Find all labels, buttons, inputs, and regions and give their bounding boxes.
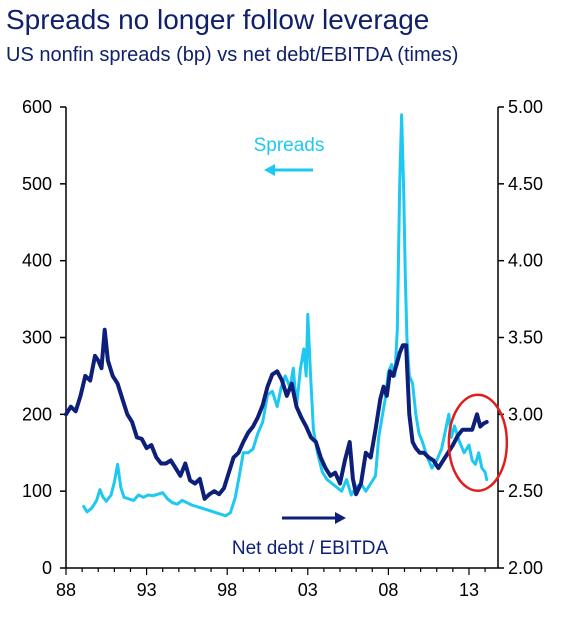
x-tick-label: 13 <box>459 580 479 600</box>
net-debt-label: Net debt / EBITDA <box>232 538 389 559</box>
x-tick-label: 98 <box>217 580 237 600</box>
spreads-label: Spreads <box>254 135 325 156</box>
highlight-circle <box>447 393 509 493</box>
right-tick-label: 2.50 <box>508 481 543 501</box>
left-tick-label: 600 <box>22 97 52 117</box>
spreads-arrow-head <box>264 164 275 176</box>
left-tick-label: 300 <box>22 328 52 348</box>
tick-labels: 0 100 200 300 400 500 600 2.00 2.50 3.00 3.50 4.00 4… <box>22 97 543 600</box>
series-lines <box>64 113 489 518</box>
x-tick-label: 93 <box>137 580 157 600</box>
chart-title: Spreads no longer follow leverage <box>6 4 430 35</box>
tick-marks <box>60 106 504 575</box>
x-tick-label: 08 <box>378 580 398 600</box>
right-tick-label: 4.00 <box>508 251 543 271</box>
x-tick-label: 88 <box>56 580 76 600</box>
left-tick-label: 100 <box>22 481 52 501</box>
net-debt-arrow-head <box>335 512 346 524</box>
right-tick-label: 5.00 <box>508 97 543 117</box>
spreads-line <box>82 113 489 518</box>
right-tick-label: 3.50 <box>508 328 543 348</box>
left-tick-label: 500 <box>22 174 52 194</box>
left-tick-label: 0 <box>42 558 52 578</box>
left-tick-label: 200 <box>22 404 52 424</box>
chart-subtitle: US nonfin spreads (bp) vs net debt/EBITD… <box>6 44 459 66</box>
x-tick-label: 03 <box>298 580 318 600</box>
left-tick-label: 400 <box>22 251 52 271</box>
right-tick-label: 4.50 <box>508 174 543 194</box>
right-tick-label: 2.00 <box>508 558 543 578</box>
net-debt-annotation: Net debt / EBITDA <box>232 512 389 559</box>
spreads-annotation: Spreads <box>254 135 325 176</box>
net-debt-line <box>64 327 489 501</box>
right-tick-label: 3.00 <box>508 404 543 424</box>
